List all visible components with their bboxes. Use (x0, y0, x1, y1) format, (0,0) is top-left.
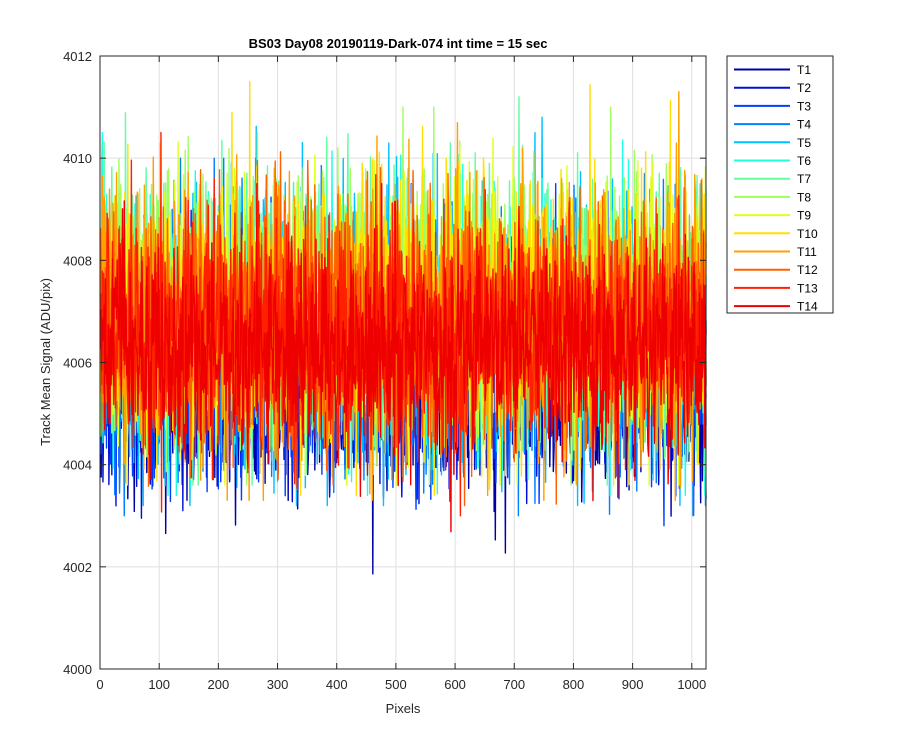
x-tick-label: 400 (326, 677, 348, 692)
x-tick-label: 0 (96, 677, 103, 692)
chart-title: BS03 Day08 20190119-Dark-074 int time = … (249, 36, 548, 51)
legend-label-t5: T5 (797, 136, 811, 150)
y-tick-label: 4012 (63, 49, 92, 64)
legend-label-t7: T7 (797, 172, 811, 186)
legend-label-t9: T9 (797, 209, 811, 223)
x-tick-label: 800 (563, 677, 585, 692)
x-tick-label: 1000 (677, 677, 706, 692)
y-tick-label: 4008 (63, 253, 92, 268)
y-tick-label: 4004 (63, 458, 92, 473)
x-tick-label: 200 (208, 677, 230, 692)
series-layer (99, 80, 707, 575)
x-tick-label: 100 (148, 677, 170, 692)
x-tick-label: 600 (444, 677, 466, 692)
y-tick-label: 4000 (63, 662, 92, 677)
legend-label-t4: T4 (797, 118, 811, 132)
legend-label-t1: T1 (797, 63, 811, 77)
y-tick-label: 4010 (63, 151, 92, 166)
legend-label-t13: T13 (797, 281, 818, 295)
y-axis-label: Track Mean Signal (ADU/pix) (38, 278, 53, 446)
x-tick-label: 300 (267, 677, 289, 692)
y-tick-label: 4006 (63, 356, 92, 371)
series-line-t14 (99, 183, 707, 533)
x-tick-label: 900 (622, 677, 644, 692)
axis-ticks: 0 100 200 300 400 500 600 700 800 900 1000 4000 4002… (63, 49, 706, 692)
legend-label-t6: T6 (797, 154, 811, 168)
legend-label-t10: T10 (797, 227, 818, 241)
x-tick-label: 700 (503, 677, 525, 692)
legend-label-t11: T11 (797, 245, 817, 259)
legend-label-t12: T12 (797, 263, 818, 277)
x-tick-label: 500 (385, 677, 407, 692)
y-tick-label: 4002 (63, 560, 92, 575)
x-axis-label: Pixels (386, 701, 421, 716)
legend-label-t3: T3 (797, 99, 811, 113)
legend: T1 T2 T3 T4 T5 T6 T7 T8 T9 T10 T11 T12 T13 T14 (726, 55, 834, 314)
legend-label-t8: T8 (797, 190, 811, 204)
legend-label-t14: T14 (797, 300, 818, 314)
legend-label-t2: T2 (797, 81, 811, 95)
